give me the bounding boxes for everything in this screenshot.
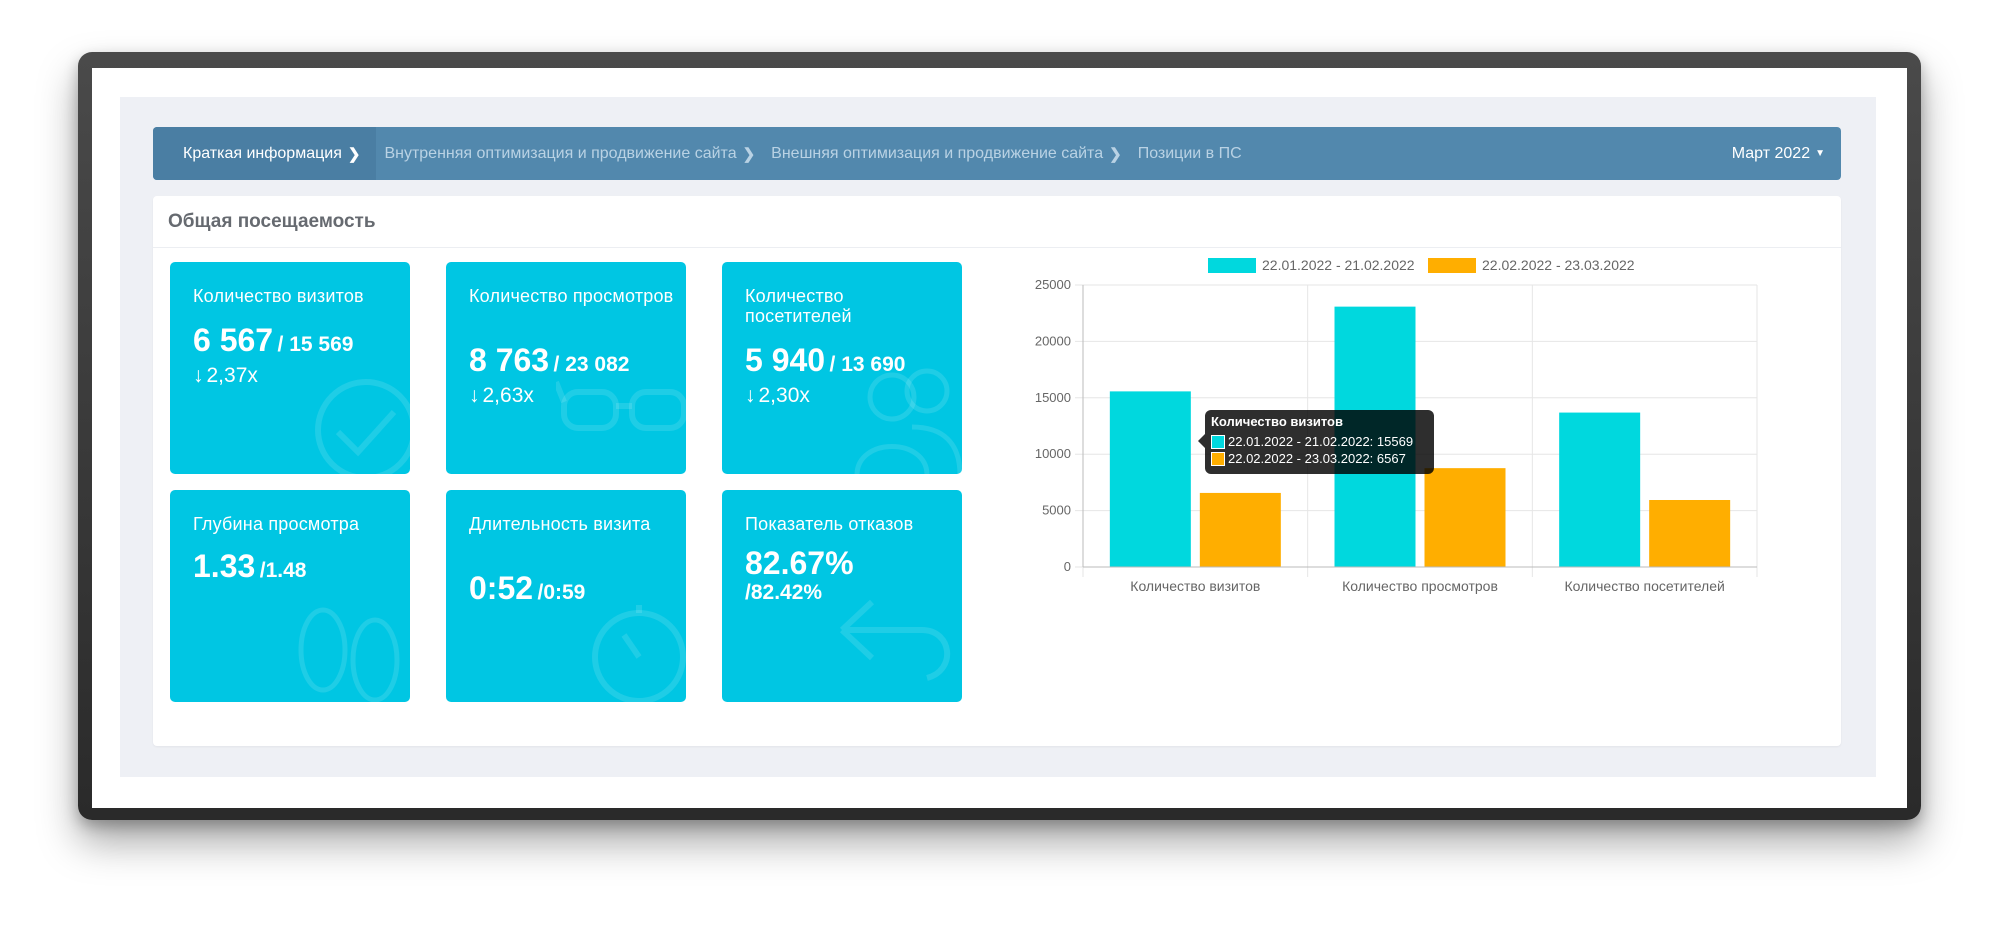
card-main-value: 1.33	[193, 548, 256, 584]
card-title: Глубина просмотра	[193, 514, 360, 534]
tab-search-positions-label: Позиции в ПС	[1137, 144, 1242, 162]
y-tick-label: 10000	[1035, 446, 1071, 461]
return-arrow-icon	[839, 599, 951, 681]
top-navigation: Краткая информация ❯ Внутренняя оптимиза…	[153, 127, 1841, 180]
card-ratio: ↓ 2,30x	[745, 384, 810, 408]
bar	[1424, 468, 1506, 567]
check-circle-icon	[315, 379, 410, 474]
card-main-value: 0:52	[469, 570, 534, 606]
period-label: Март 2022	[1731, 144, 1811, 162]
card-main-value: 6 567	[193, 322, 274, 358]
tooltip-row: 22.02.2022 - 23.03.2022: 6567	[1211, 450, 1428, 467]
card-title: Показатель отказов	[745, 514, 914, 534]
card-title: Длительность визита	[469, 514, 651, 534]
tooltip-row-text: 22.01.2022 - 21.02.2022: 15569	[1228, 434, 1414, 449]
card-depth: Глубина просмотра 1.33 /1.48	[170, 490, 410, 702]
tooltip-row: 22.01.2022 - 21.02.2022: 15569	[1211, 433, 1428, 450]
card-secondary-value: /1.48	[259, 559, 307, 582]
y-tick-label: 20000	[1035, 333, 1071, 348]
tab-internal-optimization-label: Внутренняя оптимизация и продвижение сай…	[384, 144, 737, 162]
card-value: 8 763 / 23 082	[469, 342, 629, 379]
arrow-down-icon: ↓	[469, 384, 480, 407]
card-main-value: 5 940	[745, 342, 826, 378]
tooltip-title: Количество визитов	[1211, 414, 1343, 429]
tooltip-swatch	[1211, 434, 1225, 449]
chevron-right-icon: ❯	[347, 145, 361, 163]
chevron-right-icon: ❯	[742, 145, 756, 163]
card-secondary-value: /0:59	[537, 581, 586, 604]
tab-summary[interactable]: Краткая информация ❯	[153, 127, 377, 180]
chart-legend: 22.01.2022 - 21.02.2022 22.02.2022 - 23.0…	[1208, 257, 1635, 273]
legend-label: 22.02.2022 - 23.03.2022	[1482, 257, 1635, 273]
tab-search-positions[interactable]: Позиции в ПС	[1130, 127, 1250, 180]
card-visits: Количество визитов 6 567 / 15 569 ↓ 2,37…	[170, 262, 410, 474]
card-secondary-value: / 15 569	[277, 333, 354, 356]
card-value: 6 567 / 15 569	[193, 322, 353, 359]
card-value: 5 940 / 13 690	[745, 342, 905, 379]
card-ratio: ↓ 2,37x	[193, 364, 258, 388]
glasses-icon	[556, 380, 686, 431]
card-secondary-value: / 13 690	[829, 353, 906, 376]
caret-down-icon: ▼	[1815, 148, 1825, 159]
chart-axes: 0 5000 10000 15000 20000 25000 Количество визи…	[1035, 277, 1757, 594]
bar	[1649, 499, 1731, 567]
card-value: 0:52 /0:59	[469, 570, 585, 607]
card-main-value: 8 763	[469, 342, 550, 378]
x-tick-label: Количество визитов	[1130, 578, 1260, 594]
bar	[1199, 492, 1281, 567]
panel-title: Общая посещаемость	[153, 196, 1841, 248]
card-ratio: ↓ 2,63x	[469, 384, 534, 408]
footprints-icon	[298, 607, 400, 702]
y-tick-label: 0	[1064, 559, 1071, 574]
card-value: 82.67% /82.42%	[745, 545, 854, 608]
tab-external-optimization-label: Внешняя оптимизация и продвижение сайта	[771, 144, 1104, 162]
card-secondary-value: / 23 082	[553, 353, 630, 376]
arrow-down-icon: ↓	[745, 384, 756, 407]
tooltip-swatch	[1211, 451, 1225, 466]
tab-internal-optimization[interactable]: Внутренняя оптимизация и продвижение сай…	[376, 127, 763, 180]
period-dropdown[interactable]: Март 2022 ▼	[1732, 145, 1825, 163]
card-pageviews: Количество просмотров 8 763 / 23 082 ↓ 2…	[446, 262, 686, 474]
bar	[1559, 412, 1641, 567]
card-visitors: Количество посетителей 5 940 / 13 690 ↓ …	[722, 262, 962, 474]
chevron-right-icon: ❯	[1109, 145, 1122, 163]
stopwatch-icon	[592, 605, 686, 702]
users-icon	[854, 368, 962, 474]
card-title: Количество просмотров	[469, 286, 674, 306]
card-ratio-value: 2,63x	[482, 384, 534, 407]
tab-summary-label: Краткая информация	[183, 144, 342, 162]
legend-label: 22.01.2022 - 21.02.2022	[1262, 257, 1415, 273]
card-ratio-value: 2,30x	[758, 384, 810, 407]
card-title: Количество посетителей	[745, 286, 852, 326]
y-tick-label: 25000	[1035, 277, 1071, 292]
tooltip-row-text: 22.02.2022 - 23.03.2022: 6567	[1228, 451, 1406, 466]
card-main-value: 82.67%	[745, 545, 854, 581]
card-ratio-value: 2,37x	[206, 364, 258, 387]
x-tick-label: Количество посетителей	[1564, 578, 1724, 594]
y-tick-label: 15000	[1035, 390, 1071, 405]
card-secondary-value: /82.42%	[745, 581, 823, 604]
card-bounce-rate: Показатель отказов 82.67% /82.42%	[722, 490, 962, 702]
legend-swatch	[1428, 258, 1476, 273]
bar	[1109, 391, 1191, 567]
chart-tooltip: Количество визитов 22.01.2022 - 21.02.20…	[1198, 410, 1434, 474]
legend-swatch	[1208, 258, 1256, 273]
card-title: Количество визитов	[193, 286, 364, 306]
card-duration: Длительность визита 0:52 /0:59	[446, 490, 686, 702]
y-tick-label: 5000	[1042, 503, 1071, 518]
x-tick-label: Количество просмотров	[1342, 578, 1498, 594]
card-value: 1.33 /1.48	[193, 548, 306, 585]
arrow-down-icon: ↓	[193, 364, 204, 387]
tab-external-optimization[interactable]: Внешняя оптимизация и продвижение сайта …	[763, 127, 1130, 180]
